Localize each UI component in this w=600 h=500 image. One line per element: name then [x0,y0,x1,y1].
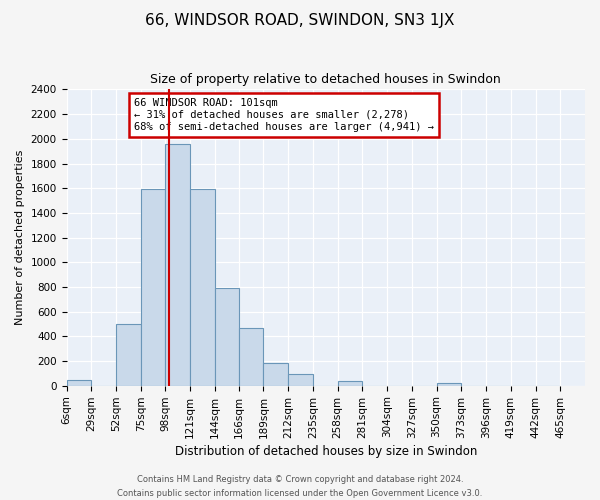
Bar [215,288,239,386]
Text: Contains HM Land Registry data © Crown copyright and database right 2024.
Contai: Contains HM Land Registry data © Crown c… [118,476,482,498]
Text: 66, WINDSOR ROAD, SWINDON, SN3 1JX: 66, WINDSOR ROAD, SWINDON, SN3 1JX [145,12,455,28]
Bar [141,190,166,386]
Text: 66 WINDSOR ROAD: 101sqm
← 31% of detached houses are smaller (2,278)
68% of semi: 66 WINDSOR ROAD: 101sqm ← 31% of detache… [134,98,434,132]
Bar [116,324,141,386]
Bar [263,363,288,386]
Title: Size of property relative to detached houses in Swindon: Size of property relative to detached ho… [151,72,501,86]
Bar [239,328,263,386]
Bar [67,380,91,386]
X-axis label: Distribution of detached houses by size in Swindon: Distribution of detached houses by size … [175,444,477,458]
Bar [338,382,362,386]
Bar [437,383,461,386]
Bar [190,190,215,386]
Bar [288,374,313,386]
Bar [166,144,190,386]
Y-axis label: Number of detached properties: Number of detached properties [15,150,25,326]
